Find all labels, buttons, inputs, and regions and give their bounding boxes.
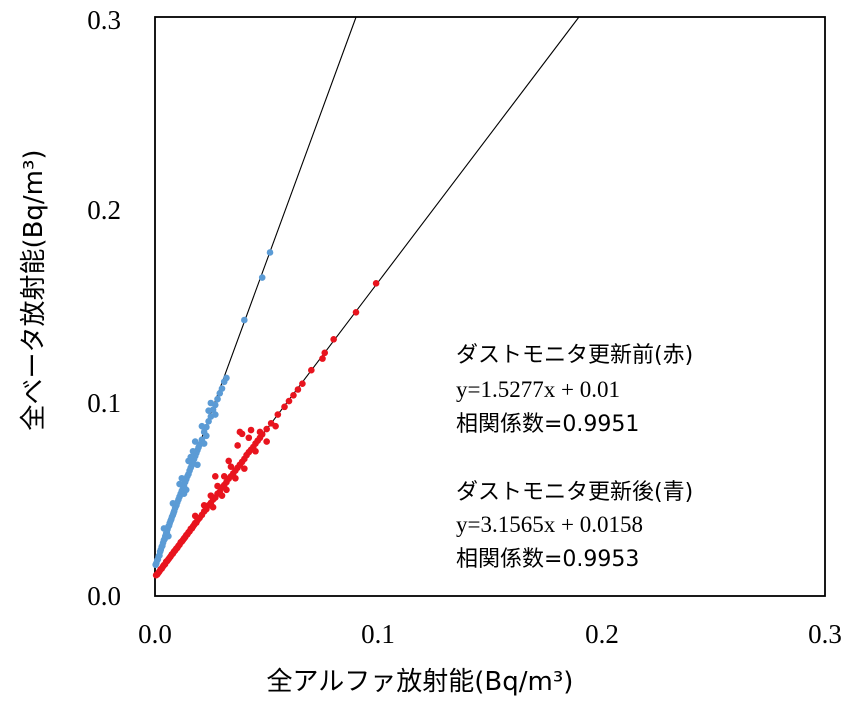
data-point: [207, 492, 215, 499]
data-point: [290, 391, 297, 399]
data-point: [308, 366, 315, 374]
data-point: [247, 426, 255, 434]
regression-annotation-red: ダストモニタ更新前(赤) y=1.5277x + 0.01 相関係数=0.995…: [456, 343, 693, 437]
data-point: [220, 473, 228, 480]
data-point: [223, 374, 230, 382]
data-point: [189, 447, 197, 455]
data-point: [187, 453, 195, 461]
data-point: [200, 440, 208, 447]
data-point: [285, 397, 293, 405]
data-point: [263, 438, 270, 445]
y-tick-label: 0.1: [87, 388, 121, 418]
series-points: [152, 249, 274, 569]
data-point: [212, 411, 219, 418]
data-point: [319, 355, 326, 362]
annotation-label: ダストモニタ更新前(赤): [456, 343, 693, 368]
data-point: [191, 438, 199, 445]
data-point: [252, 447, 259, 455]
data-point: [241, 316, 248, 324]
data-point: [372, 280, 380, 287]
x-axis-ticks: 0.0 0.1 0.2 0.3: [138, 619, 842, 649]
data-point: [281, 403, 288, 411]
plot-area-frame: [154, 16, 826, 597]
y-tick-label: 0.0: [87, 581, 121, 611]
data-point: [225, 457, 232, 465]
data-point: [272, 422, 279, 430]
data-point: [236, 428, 244, 436]
data-point: [191, 512, 199, 520]
data-point: [212, 473, 219, 480]
data-point: [258, 274, 266, 281]
data-point: [207, 399, 215, 407]
data-point: [176, 480, 183, 488]
data-point: [232, 474, 239, 482]
data-point: [256, 428, 264, 436]
data-point: [234, 442, 241, 449]
data-point: [223, 486, 230, 494]
y-tick-label: 0.3: [87, 5, 121, 35]
data-point: [263, 425, 270, 433]
data-point: [205, 407, 212, 415]
data-point: [330, 336, 337, 343]
data-point: [214, 395, 221, 403]
data-point: [203, 432, 210, 440]
data-point: [218, 385, 226, 392]
data-point: [182, 486, 190, 494]
data-point: [200, 501, 208, 509]
data-point: [245, 434, 253, 442]
annotation-equation: y=3.1565x + 0.0158: [456, 512, 643, 537]
data-point: [299, 380, 306, 388]
data-point: [352, 308, 360, 316]
data-point: [218, 492, 226, 499]
x-tick-label: 0.2: [585, 619, 619, 649]
data-point: [165, 532, 172, 540]
data-point: [214, 482, 221, 490]
y-axis-title: 全ベータ放射能(Bq/m³): [19, 149, 49, 430]
data-point: [274, 411, 282, 418]
x-tick-label: 0.3: [808, 619, 842, 649]
annotation-correlation: 相関係数=0.9951: [456, 412, 639, 437]
data-point: [227, 463, 235, 470]
data-point: [266, 249, 274, 256]
x-tick-label: 0.1: [361, 619, 395, 649]
data-points: [152, 249, 380, 579]
data-point: [194, 461, 201, 469]
data-point: [209, 503, 217, 511]
data-point: [294, 386, 302, 393]
series-points: [152, 280, 380, 579]
data-point: [169, 500, 177, 507]
y-axis-ticks: 0.0 0.1 0.2 0.3: [87, 5, 121, 611]
y-tick-label: 0.2: [87, 195, 121, 225]
data-point: [160, 525, 168, 532]
annotation-correlation: 相関係数=0.9953: [456, 547, 639, 572]
x-tick-label: 0.0: [138, 619, 172, 649]
annotation-label: ダストモニタ更新後(青): [456, 480, 693, 505]
x-axis-title: 全アルファ放射能(Bq/m³): [267, 667, 574, 697]
data-point: [321, 349, 329, 357]
data-point: [178, 474, 186, 482]
regression-annotation-blue: ダストモニタ更新後(青) y=3.1565x + 0.0158 相関係数=0.9…: [456, 480, 693, 572]
annotation-equation: y=1.5277x + 0.01: [456, 377, 620, 402]
data-point: [198, 422, 206, 430]
data-point: [241, 465, 248, 472]
